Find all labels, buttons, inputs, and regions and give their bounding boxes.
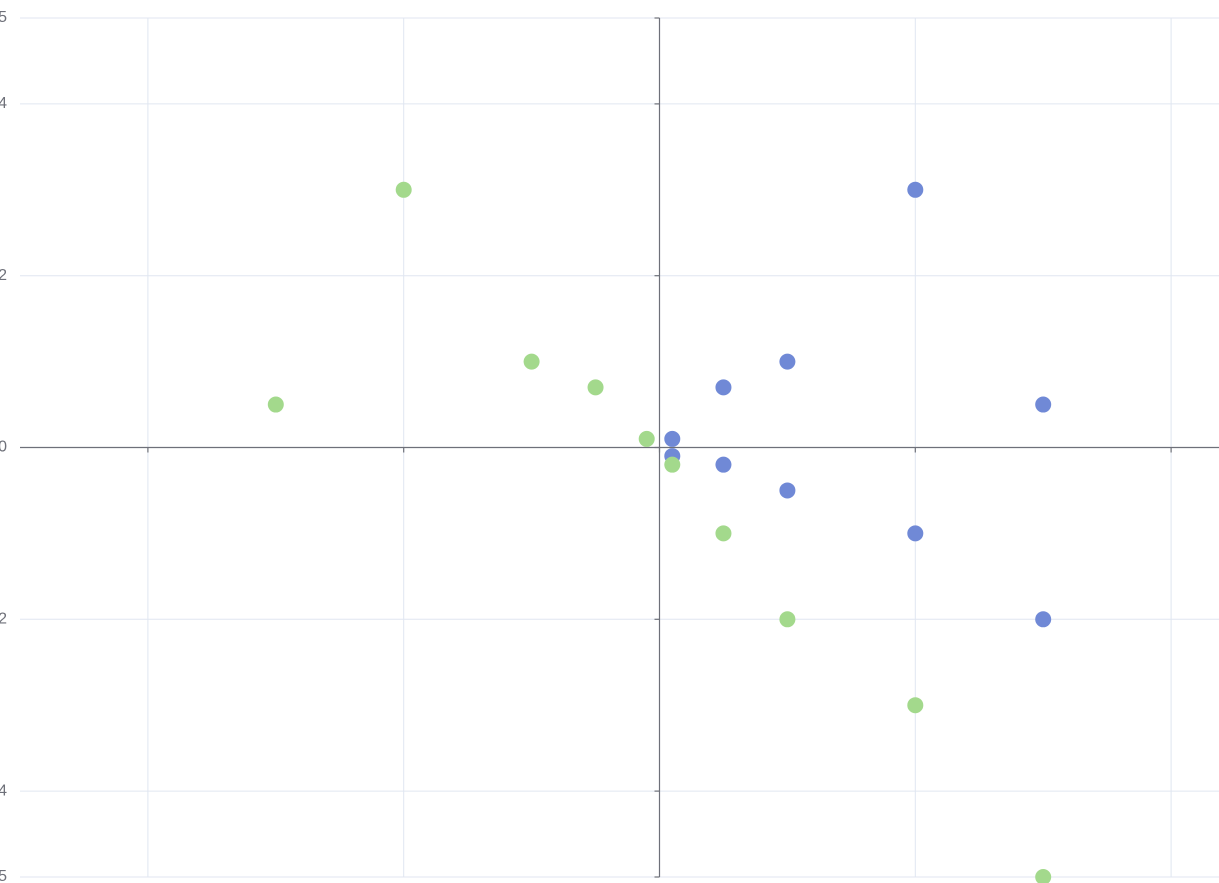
point — [715, 525, 732, 542]
point — [395, 181, 412, 198]
y-tick-label: -4 — [0, 782, 7, 799]
point — [907, 525, 924, 542]
point — [638, 430, 655, 447]
y-tick-label: 5 — [0, 9, 7, 26]
y-tick-label: 0 — [0, 439, 7, 456]
point — [715, 379, 732, 396]
point — [523, 353, 540, 370]
point — [1035, 396, 1052, 413]
point — [779, 353, 796, 370]
point — [664, 456, 681, 473]
point — [779, 482, 796, 499]
point — [779, 611, 796, 628]
y-tick-label: 4 — [0, 95, 7, 112]
point — [715, 456, 732, 473]
y-tick-label: 2 — [0, 267, 7, 284]
y-tick-label: -2 — [0, 611, 7, 628]
point — [1035, 869, 1052, 883]
point — [907, 181, 924, 198]
y-tick-label: -5 — [0, 868, 7, 883]
point — [587, 379, 604, 396]
point — [907, 697, 924, 714]
point — [267, 396, 284, 413]
point — [1035, 611, 1052, 628]
point — [664, 430, 681, 447]
